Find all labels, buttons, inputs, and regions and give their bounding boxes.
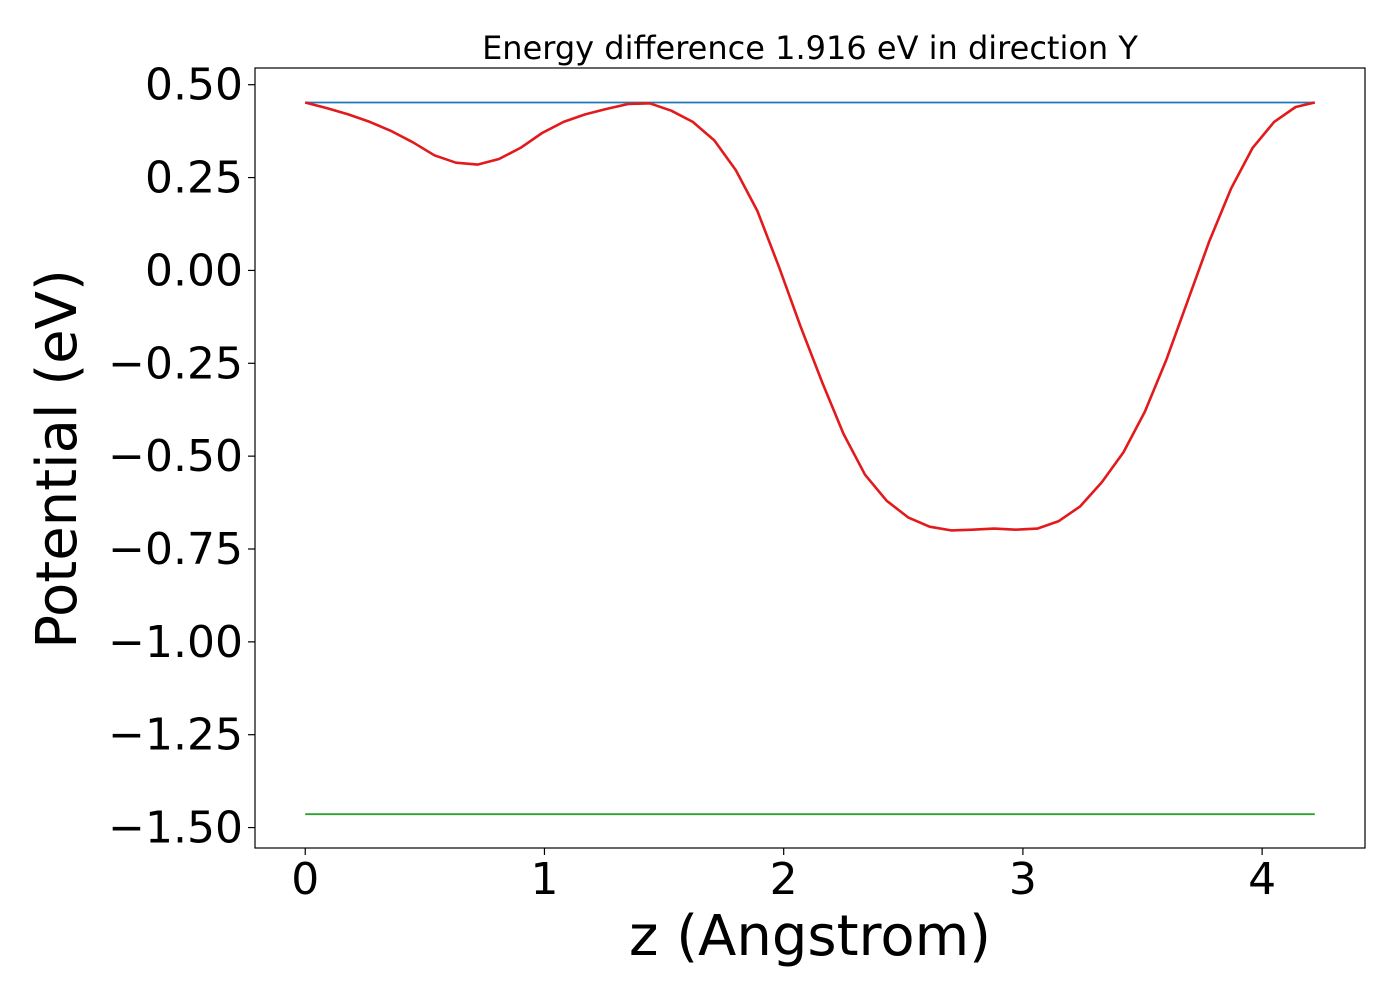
- y-tick-label: 0.25: [145, 153, 243, 204]
- x-tick-label: 3: [1009, 854, 1037, 905]
- series-layer: [304, 101, 1316, 816]
- y-tick-label: −1.50: [108, 803, 243, 854]
- chart-title: Energy difference 1.916 eV in direction …: [482, 29, 1138, 67]
- y-tick-label: −0.50: [108, 431, 243, 482]
- x-tick-label: 1: [530, 854, 558, 905]
- x-tick-label: 4: [1248, 854, 1276, 905]
- x-axis-label: z (Angstrom): [629, 904, 991, 969]
- x-tick-label: 2: [770, 854, 798, 905]
- x-tick-label: 0: [291, 854, 319, 905]
- y-axis-label: Potential (eV): [25, 269, 90, 649]
- y-tick-label: 0.50: [145, 60, 243, 111]
- y-tick-label: 0.00: [145, 245, 243, 296]
- ticks-layer: 0.50 0.25 0.00 −0.25 −0.50 −0.75 −1.00 −1.25 −1.…: [108, 60, 1276, 905]
- series-line-2: [304, 101, 1316, 532]
- y-tick-label: −1.25: [108, 710, 243, 761]
- y-tick-label: −0.75: [108, 524, 243, 575]
- y-tick-label: −0.25: [108, 338, 243, 389]
- y-tick-label: −1.00: [108, 617, 243, 668]
- plot-frame: [254, 67, 1366, 849]
